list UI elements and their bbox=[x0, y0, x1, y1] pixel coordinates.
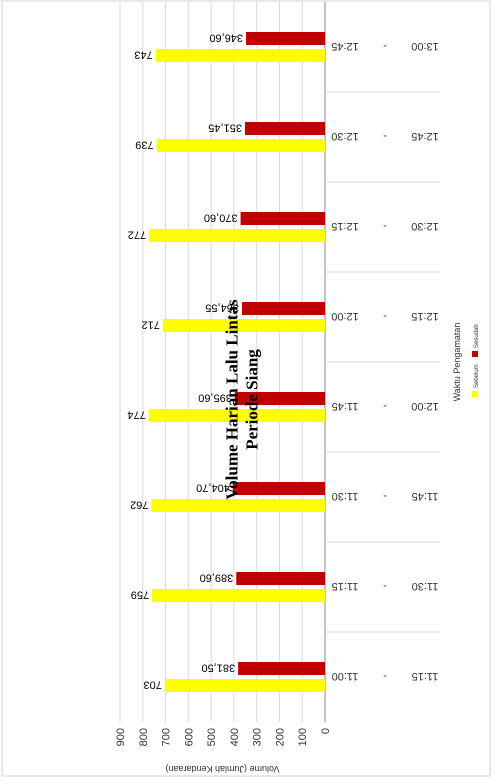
category-end: 12:15 bbox=[411, 310, 439, 322]
x-axis-label: Waktu Pengamatan bbox=[452, 323, 462, 402]
y-tick-label: 500 bbox=[206, 728, 218, 746]
data-label-sebelum: 759 bbox=[131, 589, 149, 601]
bar-sesudah bbox=[236, 572, 326, 585]
category-dash: - bbox=[383, 40, 387, 52]
data-label-sesudah: 381,50 bbox=[201, 662, 235, 674]
bar-sebelum bbox=[155, 49, 325, 62]
data-label-sesudah: 395,60 bbox=[198, 392, 232, 404]
bar-sebelum bbox=[156, 139, 325, 152]
y-tick-label: 600 bbox=[183, 728, 195, 746]
y-tick-label: 300 bbox=[252, 728, 264, 746]
legend-entry: Sebelum bbox=[474, 364, 480, 388]
y-tick-label: 100 bbox=[297, 728, 309, 746]
category-end: 12:45 bbox=[411, 130, 439, 142]
bar-sesudah bbox=[232, 482, 325, 495]
y-tick-label: 700 bbox=[161, 728, 173, 746]
category-start: 11:15 bbox=[332, 580, 359, 592]
y-tick-label: 0 bbox=[320, 728, 332, 734]
bar-sebelum bbox=[149, 229, 325, 242]
category-dash: - bbox=[383, 670, 387, 682]
category-start: 12:45 bbox=[331, 40, 359, 52]
data-label-sebelum: 739 bbox=[135, 139, 153, 151]
category-start: 12:00 bbox=[331, 310, 359, 322]
category-dash: - bbox=[383, 220, 387, 232]
data-label-sesudah: 370,60 bbox=[204, 212, 238, 224]
data-label-sebelum: 703 bbox=[144, 679, 162, 691]
legend-entry: Sesudah bbox=[474, 324, 480, 348]
data-label-sesudah: 364,55 bbox=[205, 302, 239, 314]
data-label-sebelum: 743 bbox=[134, 49, 152, 61]
legend-swatch bbox=[472, 391, 478, 397]
data-label-sesudah: 389,60 bbox=[200, 572, 234, 584]
y-tick-label: 400 bbox=[229, 728, 241, 746]
y-tick-label: 900 bbox=[115, 728, 127, 746]
data-label-sebelum: 774 bbox=[127, 409, 145, 421]
data-label-sebelum: 712 bbox=[141, 319, 159, 331]
category-dash: - bbox=[383, 400, 387, 412]
category-start: 11:45 bbox=[332, 400, 359, 412]
category-dash: - bbox=[383, 580, 387, 592]
data-label-sesudah: 346,60 bbox=[209, 32, 243, 44]
category-end: 11:30 bbox=[412, 580, 439, 592]
category-dash: - bbox=[383, 310, 387, 322]
data-label-sebelum: 762 bbox=[130, 499, 148, 511]
category-dash: - bbox=[383, 490, 387, 502]
category-end: 12:30 bbox=[411, 220, 439, 232]
y-tick-label: 200 bbox=[274, 728, 286, 746]
data-label-sesudah: 351,45 bbox=[208, 122, 242, 134]
category-end: 13:00 bbox=[411, 40, 439, 52]
category-start: 11:00 bbox=[332, 670, 359, 682]
category-end: 11:15 bbox=[412, 670, 439, 682]
bar-sebelum bbox=[152, 589, 325, 602]
bar-sesudah bbox=[244, 122, 326, 135]
data-label-sebelum: 772 bbox=[128, 229, 146, 241]
bar-sebelum bbox=[151, 499, 325, 512]
bar-sesudah bbox=[240, 212, 325, 225]
bar-sesudah bbox=[246, 32, 325, 45]
category-start: 12:15 bbox=[331, 220, 359, 232]
legend-swatch bbox=[472, 351, 478, 357]
bar-sesudah bbox=[238, 662, 326, 675]
category-end: 11:45 bbox=[412, 490, 439, 502]
y-tick-label: 800 bbox=[138, 728, 150, 746]
bar-sebelum bbox=[164, 679, 325, 692]
data-label-sesudah: 404,70 bbox=[196, 482, 230, 494]
y-axis-label: Volume (Jumlah Kendaraan) bbox=[165, 764, 279, 774]
chart-title-line-1: Volume Harian Lalu Lintas bbox=[223, 299, 242, 499]
category-start: 11:30 bbox=[332, 490, 359, 502]
category-start: 12:30 bbox=[331, 130, 359, 142]
chart-title-line-2: Periode Siang bbox=[243, 349, 262, 450]
bar-sesudah bbox=[234, 392, 325, 405]
bar-sesudah bbox=[241, 302, 326, 315]
bar-sebelum bbox=[148, 409, 326, 422]
category-dash: - bbox=[383, 130, 387, 142]
category-end: 12:00 bbox=[411, 400, 439, 412]
bar-sebelum bbox=[162, 319, 326, 332]
chart-title: Volume Harian Lalu Lintas Periode Siang bbox=[223, 299, 262, 499]
